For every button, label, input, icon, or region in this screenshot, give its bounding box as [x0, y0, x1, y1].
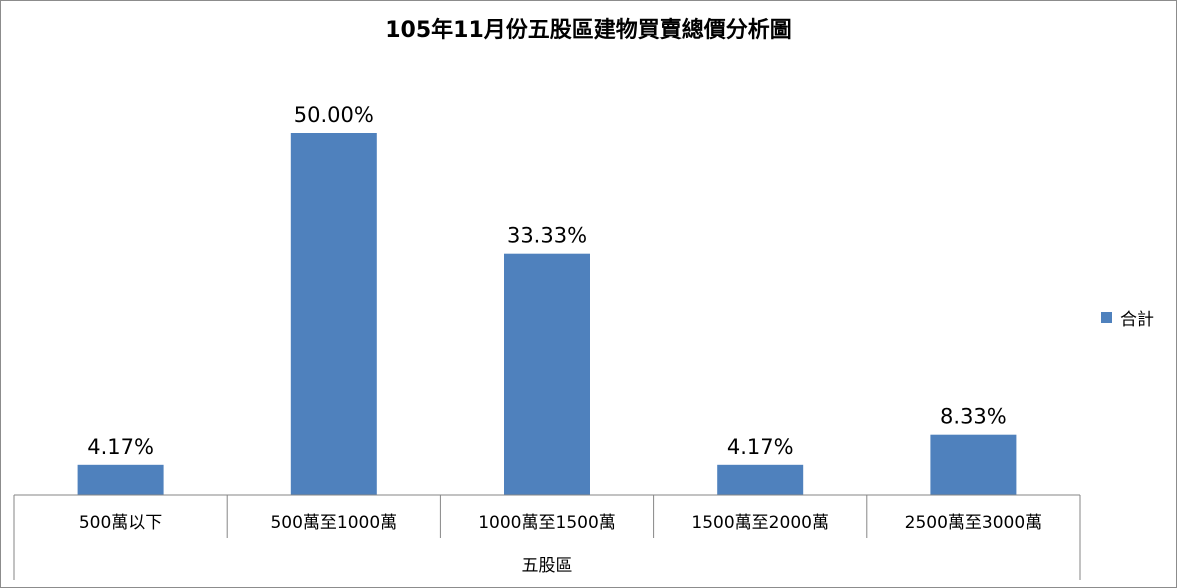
data-label-1: 50.00%	[294, 103, 374, 127]
data-label-4: 8.33%	[940, 405, 1007, 429]
bar-4	[930, 434, 1017, 495]
category-label-0: 500萬以下	[79, 513, 162, 533]
category-label-2: 1000萬至1500萬	[478, 513, 616, 533]
category-label-1: 500萬至1000萬	[270, 513, 397, 533]
bar-0	[77, 464, 164, 495]
bar-2	[504, 253, 590, 495]
bar-1	[290, 133, 377, 495]
legend-label: 合計	[1120, 310, 1154, 330]
data-label-0: 4.17%	[87, 435, 154, 459]
group-label: 五股區	[522, 556, 573, 576]
legend: 合計	[1101, 305, 1154, 330]
legend-swatch	[1101, 312, 1112, 323]
category-label-3: 1500萬至2000萬	[691, 513, 829, 533]
chart-title: 105年11月份五股區建物買賣總價分析圖	[385, 18, 792, 43]
data-label-3: 4.17%	[727, 435, 794, 459]
category-label-4: 2500萬至3000萬	[905, 513, 1043, 533]
data-label-2: 33.33%	[507, 224, 587, 248]
bar-3	[717, 464, 804, 495]
